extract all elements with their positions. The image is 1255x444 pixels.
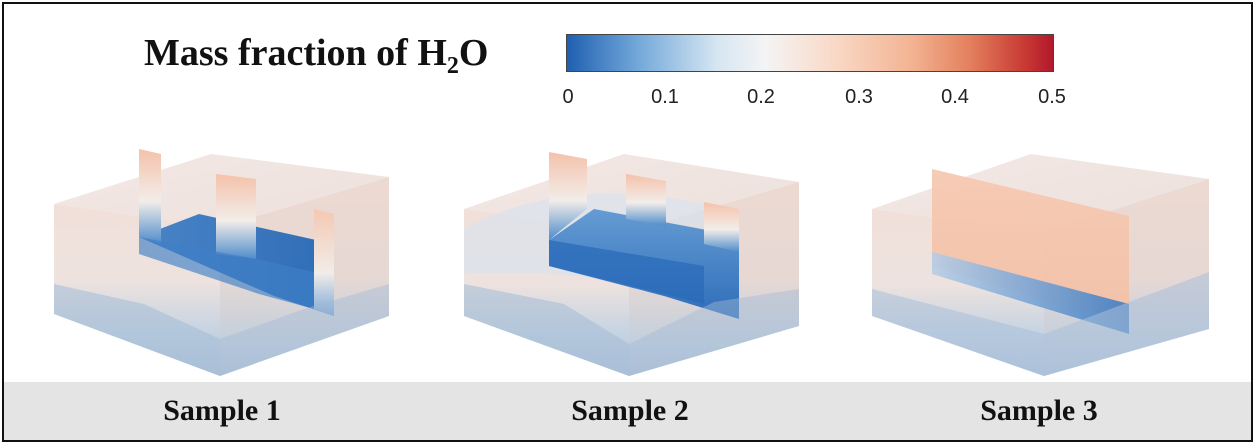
- colorbar-tick: 0: [562, 86, 574, 108]
- sample-1-label: Sample 1: [163, 394, 281, 427]
- title-subscript: 2: [446, 53, 459, 79]
- colorbar-tick: 0.2: [747, 86, 775, 108]
- sample-3-block: [872, 154, 1209, 376]
- sample-label-bar: [4, 382, 1251, 440]
- title-tail: O: [458, 32, 489, 74]
- colorbar-title: Mass fraction of H2O: [144, 32, 489, 78]
- sample-3-label: Sample 3: [980, 394, 1098, 427]
- colorbar-tick: 0.1: [651, 86, 679, 108]
- sample-2-label: Sample 2: [571, 394, 689, 427]
- sample-2-block: [464, 152, 799, 376]
- sample-renderings: [54, 149, 1209, 376]
- colorbar-tick: 0.4: [941, 86, 969, 108]
- colorbar-tick: 0.3: [845, 86, 873, 108]
- title-main: Mass fraction of H: [144, 32, 447, 74]
- sample-1-block: [54, 149, 389, 376]
- colorbar-tick: 0.5: [1038, 86, 1066, 108]
- colorbar: [566, 34, 1054, 72]
